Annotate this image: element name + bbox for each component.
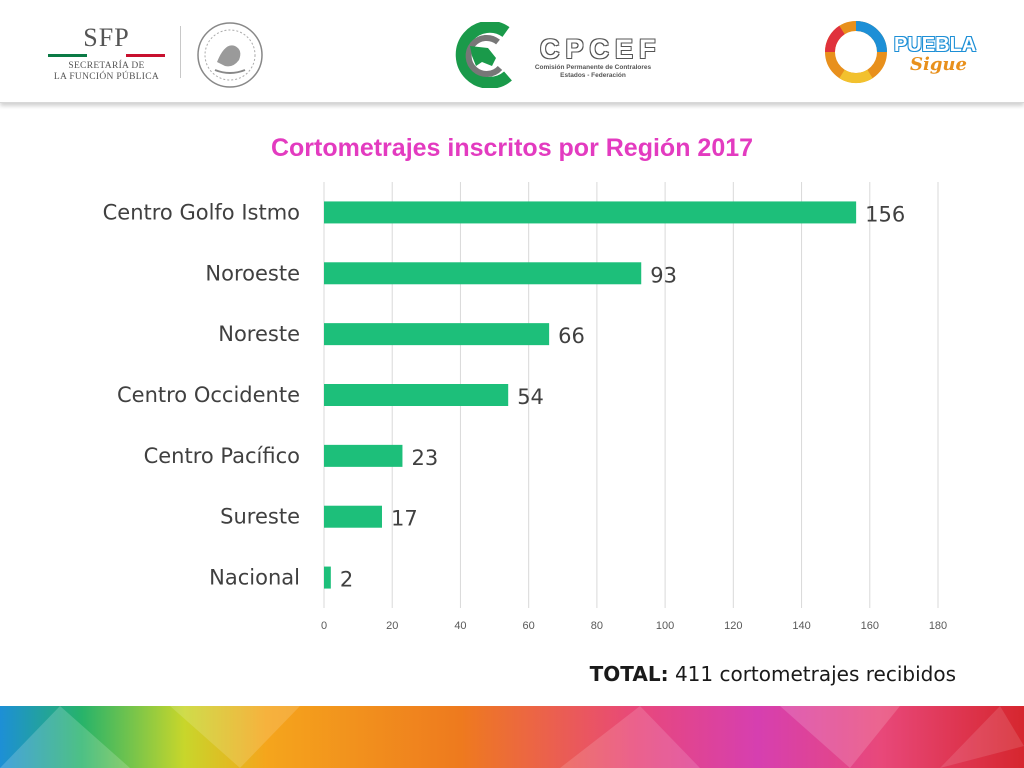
sfp-logo: SFP SECRETARÍA DE LA FUNCIÓN PÚBLICA: [44, 24, 169, 83]
bar: [324, 201, 857, 224]
bar: [324, 566, 331, 589]
chart-bars: [324, 201, 857, 589]
puebla-word: PUEBLA: [894, 34, 977, 56]
x-tick-label: 160: [861, 620, 879, 632]
sfp-subtitle-line2: LA FUNCIÓN PÚBLICA: [53, 72, 160, 82]
sfp-subtitle-line1: SECRETARÍA DE: [68, 61, 145, 71]
puebla-sigue: Sigue: [910, 54, 967, 75]
category-label: Noreste: [218, 322, 300, 346]
x-tick-label: 100: [656, 620, 674, 632]
data-label: 66: [558, 324, 585, 348]
category-label: Sureste: [220, 505, 300, 529]
x-tick-label: 0: [321, 620, 327, 632]
cpcef-subtitle: Comisión Permanente de Contralores Estad…: [528, 64, 658, 80]
header-divider: [180, 26, 181, 78]
cpcef-subtitle-line2: Estados - Federación: [560, 72, 626, 79]
chart-labels: 0 20 40 60 80 100 120 140 160 180 Centro Golfo Ist…: [103, 200, 948, 632]
category-label: Centro Occidente: [117, 383, 300, 407]
bar-chart: 0 20 40 60 80 100 120 140 160 180 Centro Golfo Ist…: [103, 182, 948, 632]
cpcef-name: CPCEF: [540, 34, 662, 64]
data-label: 2: [340, 568, 353, 592]
bar: [324, 444, 403, 467]
x-tick-label: 40: [454, 620, 466, 632]
data-label: 156: [865, 202, 905, 226]
category-label: Noroeste: [205, 261, 300, 285]
bar: [324, 384, 509, 406]
national-seal-icon: [197, 22, 263, 88]
x-tick-label: 20: [386, 620, 398, 632]
category-label: Centro Golfo Istmo: [103, 200, 300, 224]
bar: [324, 505, 382, 528]
sfp-title: SFP: [83, 23, 130, 52]
x-tick-label: 60: [523, 620, 535, 632]
data-label: 93: [650, 263, 677, 287]
data-label: 17: [391, 507, 418, 531]
total-summary: TOTAL: 411 cortometrajes recibidos: [590, 662, 956, 686]
x-tick-label: 120: [724, 620, 742, 632]
bar: [324, 323, 550, 346]
data-label: 54: [517, 385, 544, 409]
data-label: 23: [411, 446, 438, 470]
bar: [324, 262, 642, 285]
chart-title: Cortometrajes inscritos por Región 2017: [270, 134, 754, 162]
x-tick-label: 80: [591, 620, 603, 632]
header-bar: SFP SECRETARÍA DE LA FUNCIÓN PÚBLICA CPC…: [0, 0, 1024, 103]
category-label: Centro Pacífico: [144, 444, 300, 468]
total-label: TOTAL:: [589, 662, 669, 686]
x-tick-label: 180: [929, 620, 947, 632]
x-tick-label: 140: [792, 620, 810, 632]
total-text: 411 cortometrajes recibidos: [674, 662, 956, 686]
sfp-color-rule: [48, 54, 165, 57]
cpcef-logo-icon: [455, 22, 512, 88]
footer-color-band: [0, 706, 1024, 768]
cpcef-subtitle-line1: Comisión Permanente de Contralores: [534, 64, 652, 71]
category-label: Nacional: [209, 566, 300, 590]
puebla-ring-icon: [824, 21, 887, 84]
